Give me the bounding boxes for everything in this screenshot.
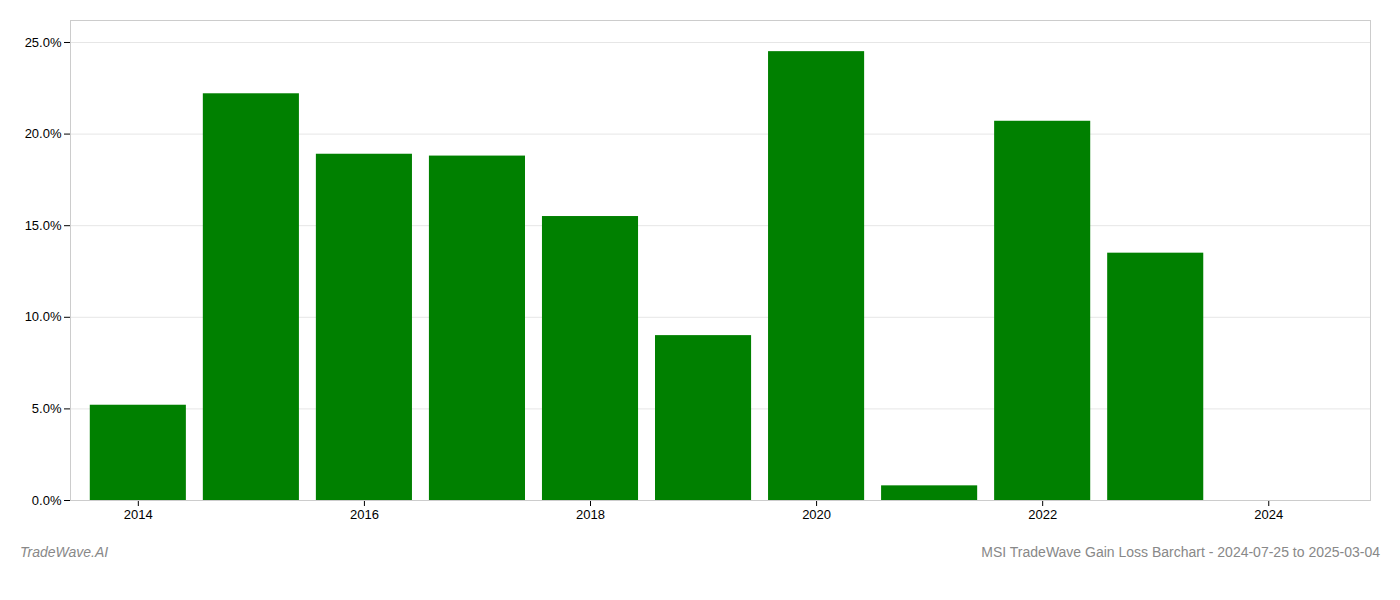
svg-text:2018: 2018 [576, 507, 605, 522]
svg-text:2022: 2022 [1028, 507, 1057, 522]
svg-text:15.0%: 15.0% [25, 218, 62, 233]
svg-text:0.0%: 0.0% [32, 493, 62, 508]
svg-text:2024: 2024 [1254, 507, 1283, 522]
svg-text:2016: 2016 [350, 507, 379, 522]
html-text:MSI TradeWave Gain Loss Barcha: MSI TradeWave Gain Loss Barchart - 2024-… [981, 544, 1380, 560]
svg-text:5.0%: 5.0% [32, 401, 62, 416]
svg-text:20.0%: 20.0% [25, 126, 62, 141]
html-text:TradeWave.AI: TradeWave.AI [20, 544, 109, 560]
svg-text:2014: 2014 [124, 507, 153, 522]
svg-text:2020: 2020 [802, 507, 831, 522]
svg-text:25.0%: 25.0% [25, 35, 62, 50]
svg-text:10.0%: 10.0% [25, 309, 62, 324]
